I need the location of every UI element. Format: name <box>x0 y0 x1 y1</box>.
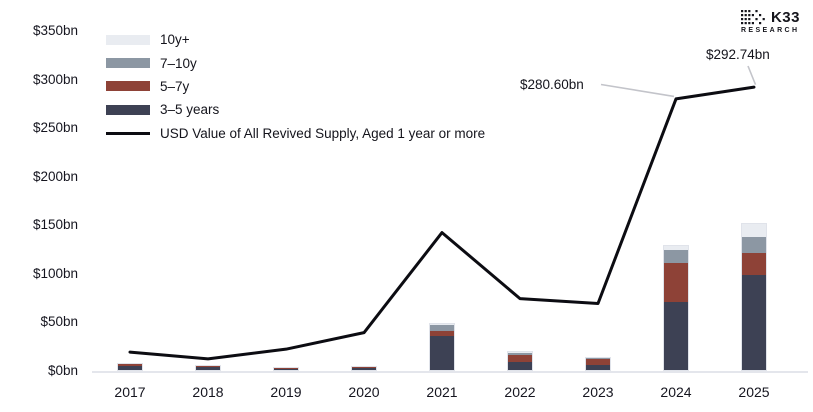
bar-2018 <box>195 364 221 372</box>
bar-segment-3–5 years <box>586 365 610 371</box>
annotation-2025-value: $292.74bn <box>706 47 770 62</box>
x-axis-label: 2022 <box>504 384 536 400</box>
bar-2024 <box>663 245 689 372</box>
k33-research-text: RESEARCH <box>740 27 800 34</box>
y-axis-tick-label: $300bn <box>32 71 78 87</box>
legend-color-swatch-icon <box>106 104 150 115</box>
bar-2017 <box>117 362 143 372</box>
bar-segment-3–5 years <box>352 368 376 371</box>
x-axis-label: 2023 <box>582 384 614 400</box>
legend-item-label: 5–7y <box>160 78 190 94</box>
bar-2025 <box>741 222 767 372</box>
legend-color-swatch-icon <box>106 81 150 92</box>
bar-segment-3–5 years <box>430 336 454 371</box>
annotation-leader-line <box>600 83 675 98</box>
k33-logo-top: K33 <box>740 9 800 26</box>
bar-2021 <box>429 322 455 372</box>
k33-brand-text: K33 <box>770 9 800 26</box>
bar-segment-5–7y <box>196 365 220 368</box>
bar-segment-5–7y <box>586 359 610 366</box>
bar-segment-5–7y <box>664 263 688 302</box>
bar-segment-3–5 years <box>664 301 688 371</box>
bar-segment-3–5 years <box>118 366 142 371</box>
bar-segment-7–10y <box>742 237 766 253</box>
bar-segment-3–5 years <box>196 367 220 371</box>
bar-segment-7–10y <box>664 250 688 264</box>
legend-line-swatch-icon <box>106 131 150 135</box>
bar-segment-5–7y <box>352 367 376 369</box>
x-axis-label: 2020 <box>348 384 380 400</box>
bar-segment-5–7y <box>508 354 532 362</box>
bar-segment-5–7y <box>742 252 766 275</box>
bar-2019 <box>273 367 299 372</box>
x-axis-label: 2024 <box>660 384 692 400</box>
bar-2022 <box>507 351 533 372</box>
y-axis-tick-label: $250bn <box>32 120 78 136</box>
bar-segment-7–10y <box>352 366 376 368</box>
annotation-leader-line <box>747 65 757 85</box>
annotation-2024-value: $280.60bn <box>520 77 584 92</box>
y-axis-tick-label: $100bn <box>32 265 78 281</box>
legend-color-swatch-icon <box>106 58 150 69</box>
bar-2023 <box>585 356 611 372</box>
x-axis-label: 2017 <box>114 384 146 400</box>
legend-item-label: 3–5 years <box>160 102 220 118</box>
y-axis-tick-label: $350bn <box>32 23 78 38</box>
bar-segment-10y+ <box>742 223 766 238</box>
chart-legend: 10y+ 7–10y 5–7y 3–5 years USD Value of All R… <box>106 28 485 145</box>
x-axis-label: 2021 <box>426 384 458 400</box>
x-axis-label: 2025 <box>738 384 770 400</box>
bar-segment-5–7y <box>118 363 142 366</box>
bar-segment-3–5 years <box>742 274 766 371</box>
legend-item-5-7y: 5–7y <box>106 75 485 98</box>
x-axis-label: 2018 <box>192 384 224 400</box>
x-axis-label: 2019 <box>270 384 302 400</box>
legend-item-label: 10y+ <box>160 32 190 48</box>
bar-segment-3–5 years <box>274 368 298 371</box>
bar-2020 <box>351 365 377 372</box>
y-axis-tick-label: $50bn <box>40 314 78 330</box>
legend-item-usd-value-of-all-revived-suppl: USD Value of All Revived Supply, Aged 1 … <box>106 122 485 145</box>
legend-item-label: 7–10y <box>160 55 197 71</box>
k33-dots-icon <box>740 10 765 25</box>
y-axis-tick-label: $150bn <box>32 217 78 233</box>
legend-item-10y-: 10y+ <box>106 28 485 51</box>
x-axis-line <box>92 371 808 373</box>
legend-item-7-10y: 7–10y <box>106 51 485 74</box>
bar-segment-5–7y <box>274 368 298 369</box>
legend-item-label: USD Value of All Revived Supply, Aged 1 … <box>160 125 486 141</box>
legend-color-swatch-icon <box>106 34 150 45</box>
k33-logo: K33 RESEARCH <box>740 9 800 34</box>
legend-item-3-5-years: 3–5 years <box>106 98 485 121</box>
y-axis-tick-label: $200bn <box>32 168 78 184</box>
y-axis-tick-label: $0bn <box>47 363 78 378</box>
bar-segment-3–5 years <box>508 361 532 371</box>
